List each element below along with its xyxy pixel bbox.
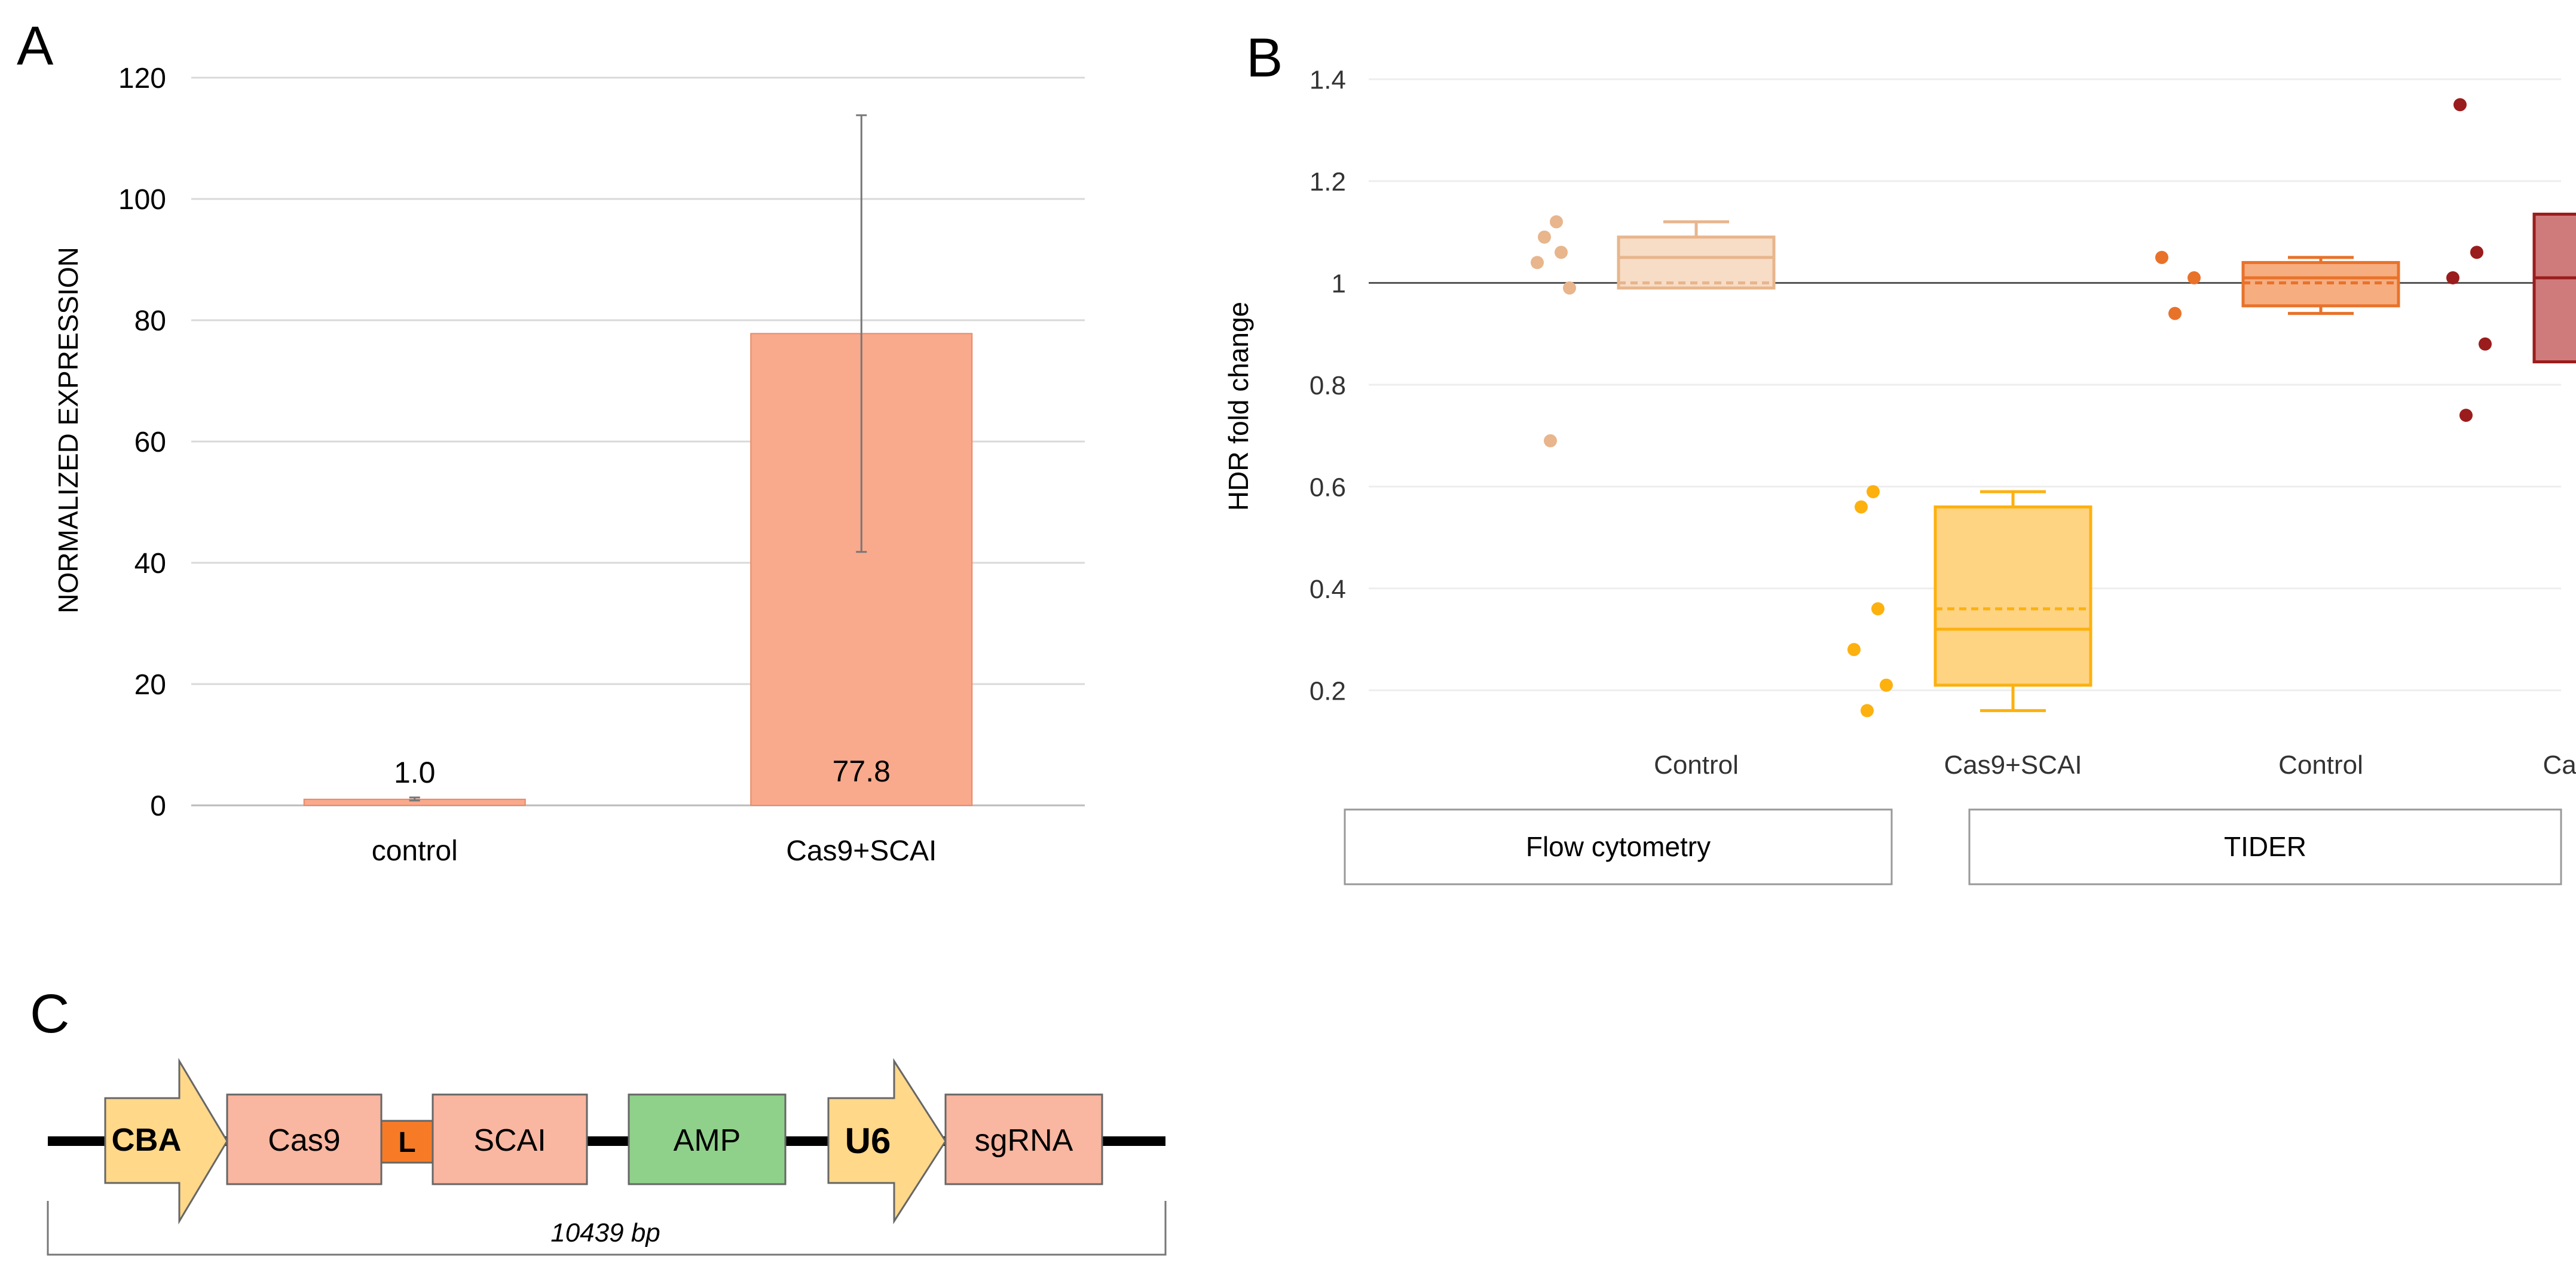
cas9-label: Cas9 [268,1123,340,1158]
data-point [1867,485,1880,498]
data-point [1550,215,1563,229]
linker-label: L [398,1127,415,1158]
panel-label-c: C [30,983,69,1044]
y-axis-label: NORMALIZED EXPRESSION [53,247,84,613]
data-point [1871,602,1884,615]
data-point [1563,281,1576,295]
data-point [2168,306,2182,320]
y-tick-label: 100 [118,184,166,216]
data-point [2446,271,2459,284]
facet-label: TIDER [2224,831,2306,862]
x-tick-label: Control [1654,750,1739,780]
box [1933,505,2092,687]
value-label: 77.8 [833,755,891,788]
x-tick-label: control [372,835,458,867]
cba-label: CBA [112,1122,182,1158]
data-point [2453,98,2467,112]
data-point [1880,678,1893,692]
y-tick-label: 120 [118,63,166,94]
facet-label: Flow cytometry [1526,831,1711,862]
box [1617,235,1776,290]
data-point [2155,250,2168,264]
data-point [1847,643,1861,657]
amp-label: AMP [674,1123,741,1158]
panel-a-chart: 0 20 40 60 80 100 120 NORMALIZED EXPRESSION 1.… [53,63,1085,867]
y-tick-label: 20 [134,669,166,701]
scai-box [432,1093,588,1185]
data-point [1531,256,1544,269]
y-axis-label: HDR fold change [1223,302,1254,511]
x-tick-label: Cas9+SCAI [786,835,937,867]
x-tick-label: Cas9+SCAI [1944,750,2082,780]
u6-label: U6 [845,1121,891,1161]
sgrna-label: sgRNA [975,1123,1073,1158]
data-point [2479,337,2492,351]
x-tick-label: Control [2278,750,2363,780]
data-point [2188,271,2201,284]
value-labels: 1.0 77.8 [394,755,891,789]
y-tick-label: 80 [134,305,166,337]
y-tick-label: 1.2 [1310,167,1346,197]
data-point [1555,246,1568,259]
x-tick-labels: Control Cas9+SCAI Control Cas9+SCAI [1654,750,2576,780]
y-tick-label: 0.8 [1310,371,1346,400]
boxes [1617,212,2576,712]
data-point [1861,704,1874,718]
grid-lines [191,76,1085,807]
data-point [1855,500,1868,514]
panel-b-chart: 0.2 0.4 0.6 0.8 1 1.2 1.4 HDR fold change Cont… [1223,66,2576,885]
data-point [1538,230,1551,244]
linker-box [380,1120,434,1164]
y-tick-label: 0.2 [1310,676,1346,706]
points [1531,98,2492,718]
size-bracket [47,1201,1167,1256]
x-tick-label: Cas9+SCAI [2543,750,2576,780]
y-tick-label: 1 [1332,269,1346,299]
value-label: 1.0 [394,756,436,789]
panel-label-b: B [1246,27,1283,88]
x-tick-labels: control Cas9+SCAI [372,835,937,867]
data-point [2459,409,2473,422]
sgrna-box [944,1093,1103,1185]
data-point [1544,434,1557,447]
panel-label-a: A [17,16,54,76]
y-tick-label: 40 [134,548,166,580]
y-tick-labels: 0.2 0.4 0.6 0.8 1 1.2 1.4 [1310,66,1346,706]
size-label: 10439 bp [550,1218,660,1247]
data-point [2470,246,2483,259]
y-tick-label: 0.6 [1310,473,1346,502]
bars [303,333,973,806]
amp-box [628,1093,787,1185]
error-bars [409,114,867,802]
y-tick-label: 0 [150,790,166,822]
scai-label: SCAI [473,1123,546,1158]
construct-diagram: CBA Cas9 L SCAI AMP U6 sgRNA 10439 bp [47,1058,1167,1256]
facet-strips: Flow cytometry TIDER [1344,808,2562,885]
y-tick-label: 1.4 [1310,66,1346,95]
y-tick-label: 60 [134,427,166,458]
box [2532,212,2576,364]
u6-promoter-arrow [827,1058,947,1225]
y-tick-labels: 0 20 40 60 80 100 120 [118,63,166,822]
facet-strip [1344,808,1893,885]
facet-strip [1968,808,2562,885]
y-tick-label: 0.4 [1310,575,1346,604]
cba-promoter-arrow [104,1058,228,1225]
